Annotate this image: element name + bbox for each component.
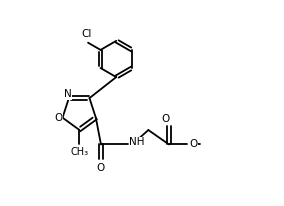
Text: O: O [162,114,170,124]
Text: N: N [64,89,72,99]
Text: O: O [55,113,63,123]
Text: Cl: Cl [82,29,92,39]
Text: O: O [97,163,105,173]
Text: NH: NH [130,137,145,147]
Text: CH₃: CH₃ [70,147,88,157]
Text: O: O [189,139,197,150]
